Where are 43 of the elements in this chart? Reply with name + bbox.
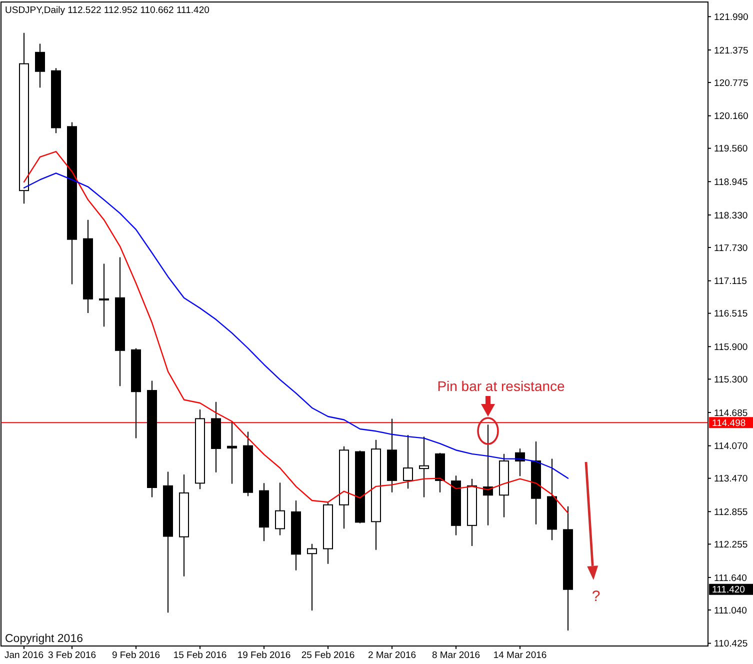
annotation: Copyright 2016 bbox=[5, 633, 83, 645]
y-tick-label: 121.375 bbox=[714, 45, 748, 56]
y-tick-label: 114.685 bbox=[714, 408, 748, 419]
annotation: Pin bar at resistance bbox=[437, 378, 566, 394]
candlestick bbox=[403, 434, 413, 490]
y-tick-label: 113.470 bbox=[714, 474, 748, 485]
candlestick bbox=[35, 43, 45, 88]
x-tick-label: 19 Feb 2016 bbox=[237, 650, 291, 661]
y-tick-label: 112.855 bbox=[714, 506, 748, 518]
candlestick bbox=[307, 543, 317, 612]
y-tick-label: 115.300 bbox=[714, 374, 748, 386]
x-tick-label: 2 Mar 2016 bbox=[368, 650, 416, 661]
ref-line-label: 114.498 bbox=[712, 418, 746, 429]
x-tick-label: 25 Feb 2016 bbox=[301, 650, 355, 661]
y-tick-label: 114.070 bbox=[714, 441, 748, 452]
x-tick-label: 3 Feb 2016 bbox=[48, 650, 96, 661]
candlestick bbox=[99, 263, 109, 328]
y-tick-label: 120.160 bbox=[714, 111, 748, 122]
y-tick-label: 116.515 bbox=[714, 308, 748, 320]
line-series bbox=[23, 172, 569, 479]
text: 111.420 bbox=[712, 584, 745, 596]
y-tick-label: 118.945 bbox=[714, 176, 748, 188]
y-tick-label: 118.330 bbox=[714, 210, 748, 222]
y-tick-label: 110.425 bbox=[714, 638, 748, 650]
x-tick-label: 15 Feb 2016 bbox=[173, 650, 227, 661]
y-tick-label: 121.990 bbox=[714, 12, 748, 23]
x-tick-label: 14 Mar 2016 bbox=[493, 650, 547, 661]
y-tick-label: 117.115 bbox=[714, 276, 747, 288]
y-tick-label: 119.560 bbox=[714, 144, 748, 155]
candlestick bbox=[227, 420, 237, 484]
y-tick-label: 111.640 bbox=[714, 572, 747, 584]
chart-title: USDJPY,Daily 112.522 112.952 110.662 111.420 bbox=[5, 5, 210, 16]
y-tick-label: 115.900 bbox=[714, 342, 748, 353]
text: ? bbox=[592, 588, 600, 605]
y-tick-label: 117.730 bbox=[714, 242, 748, 254]
y-tick-label: 111.040 bbox=[714, 605, 747, 616]
y-tick-label: 112.255 bbox=[714, 539, 748, 550]
y-tick-label: 120.775 bbox=[714, 78, 748, 89]
candlestick bbox=[419, 436, 429, 498]
x-tick-label: Jan 2016 bbox=[4, 650, 44, 661]
candlestick bbox=[275, 482, 285, 536]
x-tick-label: 8 Mar 2016 bbox=[432, 650, 480, 661]
x-tick-label: 9 Feb 2016 bbox=[112, 650, 160, 661]
